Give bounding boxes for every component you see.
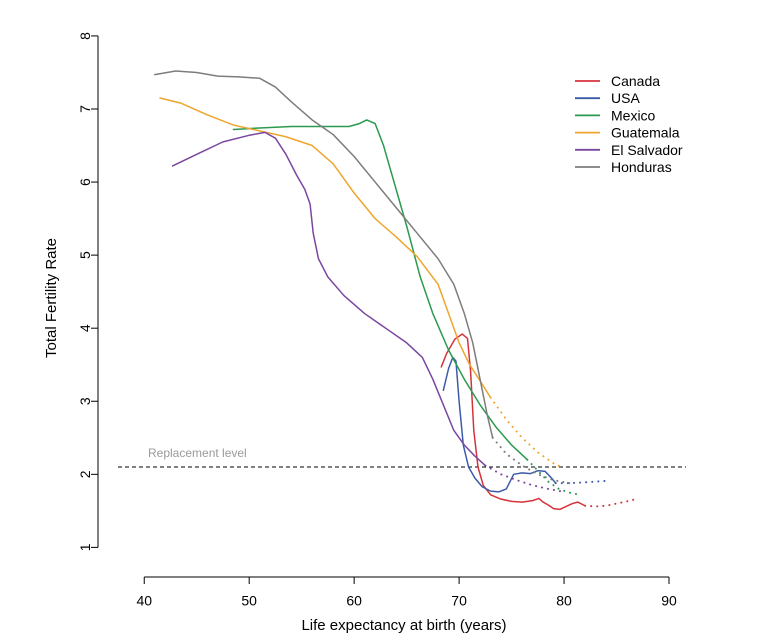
axes: 40 50 60 70 80 90 1 2 3 4 5 6 7 8: [77, 32, 677, 609]
y-axis-label: Total Fertility Rate: [43, 238, 60, 358]
x-tick-label: 40: [136, 592, 152, 608]
y-tick-label: 6: [77, 178, 93, 186]
series-honduras-projection: [491, 436, 571, 485]
y-tick-label: 5: [77, 251, 93, 259]
x-tick-label: 50: [241, 592, 257, 608]
series-el-salvador-line: [171, 131, 487, 467]
legend-label-guatemala: Guatemala: [611, 125, 680, 141]
series-mexico-line: [232, 119, 529, 461]
series-canada-projection: [584, 498, 637, 508]
series-el-salvador-projection: [484, 464, 566, 493]
x-axis-label: Life expectancy at birth (years): [301, 617, 506, 634]
y-tick-label: 1: [77, 543, 93, 551]
x-tick-label: 60: [346, 592, 362, 608]
legend-label-usa: USA: [611, 90, 640, 106]
y-tick-label: 2: [77, 470, 93, 478]
legend-label-honduras: Honduras: [611, 159, 672, 175]
x-tick-label: 80: [556, 592, 572, 608]
series-canada-line: [440, 333, 586, 511]
plot-area: [153, 70, 637, 511]
legend-label-mexico: Mexico: [611, 107, 656, 123]
series-mexico-projection: [526, 458, 581, 496]
series-usa-line: [442, 356, 557, 493]
legend-label-canada: Canada: [611, 73, 660, 89]
x-tick-label: 90: [661, 592, 677, 608]
series-honduras-line: [153, 70, 494, 439]
y-tick-label: 3: [77, 397, 93, 405]
series-guatemala-line: [159, 97, 492, 399]
y-tick-label: 7: [77, 105, 93, 113]
y-tick-label: 4: [77, 324, 93, 332]
y-tick-label: 8: [77, 32, 93, 40]
legend-label-el-salvador: El Salvador: [611, 142, 683, 158]
series-guatemala-projection: [489, 396, 566, 470]
x-tick-label: 70: [451, 592, 467, 608]
replacement-level-label: Replacement level: [148, 446, 247, 460]
series-usa-projection: [554, 479, 608, 485]
